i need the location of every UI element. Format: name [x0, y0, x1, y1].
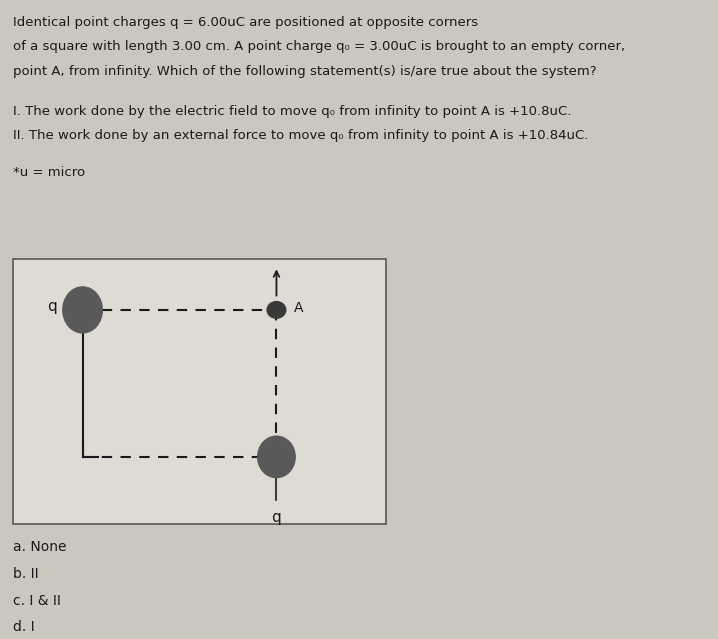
- Ellipse shape: [63, 287, 103, 333]
- Text: b. II: b. II: [13, 567, 39, 581]
- Text: A: A: [294, 301, 304, 315]
- Text: I. The work done by the electric field to move q₀ from infinity to point A is +1: I. The work done by the electric field t…: [13, 105, 572, 118]
- Text: c. I & II: c. I & II: [13, 594, 61, 608]
- Text: II. The work done by an external force to move q₀ from infinity to point A is +1: II. The work done by an external force t…: [13, 129, 588, 142]
- Circle shape: [267, 302, 286, 318]
- Text: q: q: [271, 509, 281, 525]
- Text: *u = micro: *u = micro: [13, 166, 85, 179]
- Text: q: q: [47, 299, 57, 314]
- Text: d. I: d. I: [13, 620, 34, 635]
- Bar: [13, 259, 386, 524]
- Text: of a square with length 3.00 cm. A point charge q₀ = 3.00uC is brought to an emp: of a square with length 3.00 cm. A point…: [13, 40, 625, 53]
- Ellipse shape: [258, 436, 295, 477]
- Text: Identical point charges q = 6.00uC are positioned at opposite corners: Identical point charges q = 6.00uC are p…: [13, 16, 478, 29]
- Text: point A, from infinity. Which of the following statement(s) is/are true about th: point A, from infinity. Which of the fol…: [13, 65, 597, 77]
- Text: a. None: a. None: [13, 540, 67, 554]
